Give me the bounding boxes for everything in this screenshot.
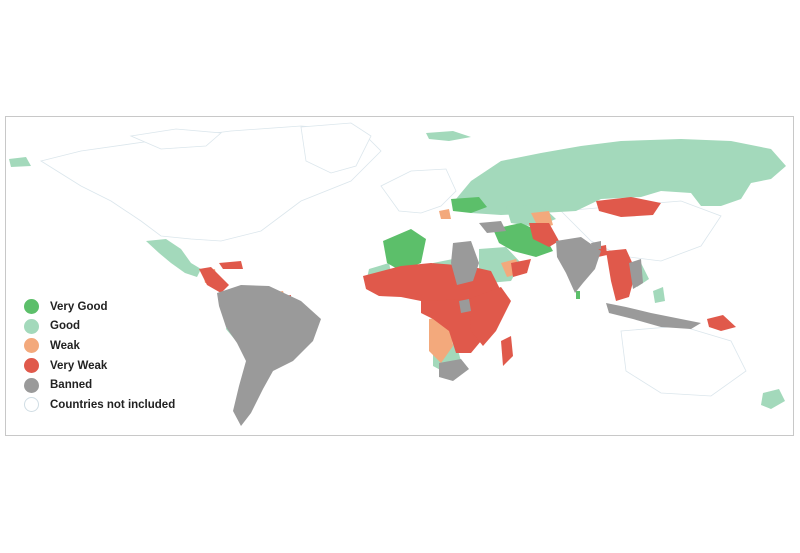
legend-swatch-good <box>24 318 39 334</box>
legend-item-very-good: Very Good <box>24 297 175 317</box>
country-brazil-argentina <box>217 285 321 426</box>
legend-label: Very Weak <box>50 359 108 372</box>
country-russia <box>456 139 786 215</box>
country-bhutan-nepal <box>591 241 601 249</box>
country-indonesia <box>606 303 701 329</box>
country-madagascar <box>501 336 513 366</box>
legend-swatch-very-good <box>24 299 39 315</box>
country-sri-lanka <box>576 291 580 299</box>
region-arctic-islands <box>129 128 222 150</box>
country-mongolia <box>596 197 661 217</box>
legend-item-banned: Banned <box>24 375 175 395</box>
country-svalbard <box>426 131 471 141</box>
legend-label: Weak <box>50 339 80 352</box>
legend-label: Countries not included <box>50 398 176 411</box>
banned-regions <box>217 221 701 426</box>
legend-swatch-very-weak <box>24 358 39 374</box>
map-svg <box>9 122 786 426</box>
country-alaska <box>9 157 31 167</box>
legend-item-not-included: Countries not included <box>24 395 175 415</box>
country-caribbean <box>219 261 243 269</box>
world-map: Very Good Good Weak Very Weak Banned Cou… <box>5 116 794 436</box>
legend-item-very-weak: Very Weak <box>24 356 175 376</box>
country-east-africa <box>469 287 511 346</box>
country-new-zealand <box>761 389 785 409</box>
legend-label: Very Good <box>50 300 108 313</box>
legend-item-good: Good <box>24 317 175 337</box>
country-ukraine <box>451 197 487 213</box>
legend-swatch-not-included <box>24 397 39 413</box>
region-australia <box>620 325 747 397</box>
legend-swatch-weak <box>24 338 39 354</box>
country-myanmar-thailand <box>606 249 636 301</box>
legend-label: Banned <box>50 379 93 392</box>
country-india <box>556 237 601 293</box>
country-south-africa <box>439 359 469 381</box>
region-greenland <box>300 122 372 174</box>
country-mexico <box>146 239 201 277</box>
country-algeria <box>383 229 426 271</box>
country-central-america <box>199 267 229 293</box>
country-sudan-libya <box>451 241 479 285</box>
country-caucasus <box>529 223 559 247</box>
country-philippines <box>653 287 665 303</box>
country-caspian-area <box>479 221 506 233</box>
region-europe <box>380 168 457 214</box>
country-balkans <box>439 209 451 219</box>
legend-label: Good <box>50 320 81 333</box>
country-papua <box>707 315 736 331</box>
map-legend: Very Good Good Weak Very Weak Banned Cou… <box>24 297 175 415</box>
country-yemen-oman <box>511 259 531 277</box>
legend-item-weak: Weak <box>24 336 175 356</box>
legend-swatch-banned <box>24 377 39 393</box>
country-central-africa-banned <box>459 299 471 313</box>
country-vietnam-laos <box>629 259 643 289</box>
